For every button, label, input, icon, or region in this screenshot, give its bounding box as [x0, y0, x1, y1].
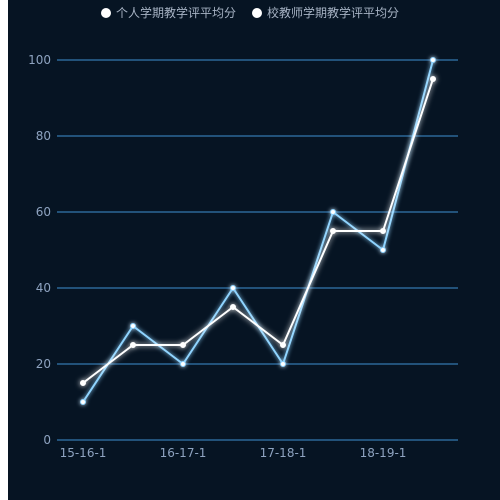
- series-line: [82, 78, 434, 384]
- data-point[interactable]: [130, 342, 136, 348]
- x-tick-label: 15-16-1: [60, 446, 107, 460]
- data-point[interactable]: [430, 76, 436, 82]
- legend-label-school: 校教师学期教学评平均分: [267, 6, 400, 20]
- y-axis-tick-labels: 0 20 40 60 80 100: [28, 53, 51, 447]
- data-point[interactable]: [230, 304, 236, 310]
- data-point[interactable]: [180, 361, 186, 367]
- data-point[interactable]: [330, 209, 336, 215]
- legend-marker-school: [252, 7, 262, 18]
- y-tick-label: 100: [28, 53, 51, 67]
- data-point[interactable]: [380, 228, 386, 234]
- data-point[interactable]: [430, 57, 436, 63]
- y-tick-label: 40: [36, 281, 51, 295]
- data-point[interactable]: [330, 228, 336, 234]
- data-point[interactable]: [280, 361, 286, 367]
- data-point[interactable]: [230, 285, 236, 291]
- data-point[interactable]: [130, 323, 136, 329]
- data-point[interactable]: [80, 399, 86, 405]
- data-point[interactable]: [180, 342, 186, 348]
- x-axis-tick-labels: 15-16-1 16-17-1 17-18-1 18-19-1: [60, 446, 407, 460]
- data-point[interactable]: [280, 342, 286, 348]
- y-tick-label: 80: [36, 129, 51, 143]
- legend-label-personal: 个人学期教学评平均分: [115, 6, 236, 20]
- x-tick-label: 17-18-1: [260, 446, 307, 460]
- data-point[interactable]: [380, 247, 386, 253]
- y-tick-label: 60: [36, 205, 51, 219]
- x-tick-label: 18-19-1: [360, 446, 407, 460]
- legend-marker-personal: [100, 7, 111, 18]
- chart-legend: 个人学期教学评平均分 校教师学期教学评平均分: [0, 4, 500, 21]
- y-tick-label: 20: [36, 357, 51, 371]
- series-school: [80, 76, 436, 386]
- x-tick-label: 16-17-1: [160, 446, 207, 460]
- legend-item-school[interactable]: 校教师学期教学评平均分: [252, 4, 399, 21]
- data-point[interactable]: [80, 380, 86, 386]
- y-tick-label: 0: [43, 433, 51, 447]
- grid-lines: [57, 59, 458, 441]
- series-lines: [80, 57, 436, 405]
- legend-item-personal[interactable]: 个人学期教学评平均分: [100, 4, 236, 21]
- chart-panel: [8, 0, 500, 500]
